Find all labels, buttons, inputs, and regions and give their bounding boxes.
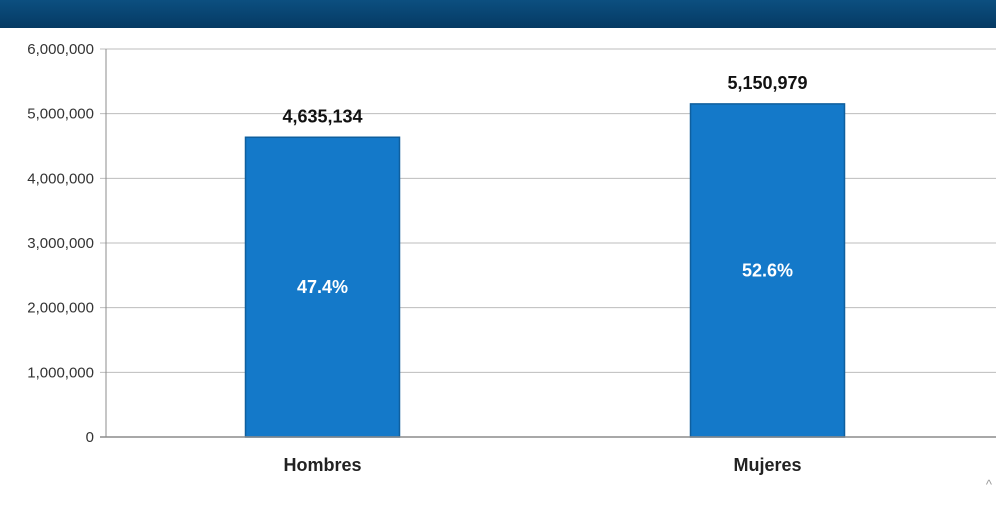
- y-tick-label: 0: [86, 429, 94, 446]
- bar-value-label: 4,635,134: [282, 106, 362, 126]
- bar-hombres: [244, 136, 401, 438]
- bar-percent-label: 47.4%: [297, 277, 348, 297]
- y-tick-label: 5,000,000: [27, 106, 94, 123]
- y-tick-label: 2,000,000: [27, 300, 94, 317]
- x-category-label: Hombres: [283, 455, 361, 475]
- y-tick-label: 6,000,000: [27, 41, 94, 58]
- bar-value-label: 5,150,979: [727, 73, 807, 93]
- scroll-up-icon[interactable]: ^: [985, 477, 992, 492]
- y-tick-label: 4,000,000: [27, 170, 94, 187]
- x-category-label: Mujeres: [733, 455, 801, 475]
- bar-mujeres: [689, 103, 846, 438]
- y-tick-label: 3,000,000: [27, 235, 94, 252]
- header-bar: [0, 0, 996, 28]
- y-tick-label: 1,000,000: [27, 364, 94, 381]
- bar-percent-label: 52.6%: [742, 260, 793, 280]
